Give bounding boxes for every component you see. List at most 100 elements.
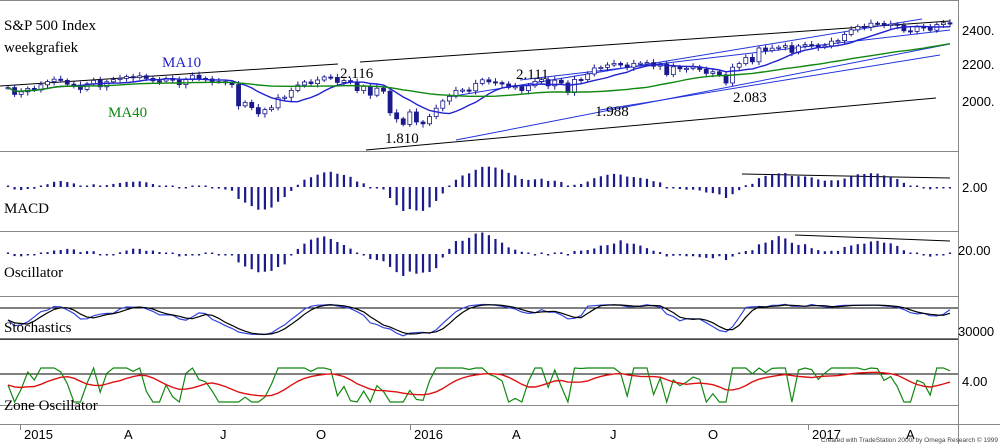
annotation-2116: 2.116 xyxy=(340,66,374,82)
candle-body xyxy=(381,87,386,92)
candle-body xyxy=(605,64,610,68)
candle-body xyxy=(302,81,307,86)
candle-body xyxy=(446,96,452,102)
candle-body xyxy=(756,47,762,63)
candle-body xyxy=(881,22,887,26)
macd-panel xyxy=(6,166,952,211)
stochastics-tick-label: 30000 xyxy=(958,324,994,339)
macd-tick-label: 2.00 xyxy=(962,180,987,195)
candle-body xyxy=(519,86,525,91)
annotation-1810: 1.810 xyxy=(385,131,419,147)
candle-body xyxy=(499,82,505,85)
candle-body xyxy=(637,62,643,65)
candle-body xyxy=(242,102,248,107)
candle-body xyxy=(829,40,834,47)
zone-fast-line xyxy=(7,366,951,405)
candle-body xyxy=(848,29,854,35)
long-upper-trendline xyxy=(0,63,339,87)
candle-body xyxy=(493,81,498,84)
channel-mid-lower xyxy=(599,54,941,111)
candle-body xyxy=(664,63,670,75)
y-tick-label: 2400. xyxy=(962,23,995,38)
candle-body xyxy=(110,79,116,83)
x-tick-marks xyxy=(20,424,809,430)
ma10-label: MA10 xyxy=(162,55,201,71)
candle-body xyxy=(558,79,564,84)
candle-body xyxy=(183,79,189,86)
candle-body xyxy=(157,80,162,83)
candle-body xyxy=(420,121,426,125)
candle-body xyxy=(855,25,861,31)
oscillator-panel xyxy=(6,232,952,276)
candle-body xyxy=(526,85,531,92)
candle-body xyxy=(947,22,953,25)
candle-body xyxy=(802,44,808,47)
candle-body xyxy=(552,79,558,87)
candle-body xyxy=(124,76,129,79)
candle-body xyxy=(835,40,841,43)
candle-body xyxy=(104,81,110,88)
candle-body xyxy=(143,75,149,79)
candle-body xyxy=(460,89,465,92)
candle-body xyxy=(321,76,327,81)
candle-body xyxy=(51,78,57,82)
candle-body xyxy=(295,84,301,91)
lower-support-trendline xyxy=(365,97,937,151)
x-tick-label: J xyxy=(220,427,227,442)
candle-body xyxy=(670,66,676,76)
candle-body xyxy=(288,90,294,98)
oscillator-divergence-line xyxy=(794,234,951,242)
y-tick-label: 2000. xyxy=(962,94,995,109)
stochastics-panel xyxy=(7,303,951,337)
macd-divergence-line xyxy=(741,173,951,179)
candle-body xyxy=(717,71,722,76)
candle-body xyxy=(473,83,479,92)
stochastics-k-line xyxy=(7,303,951,337)
candle-body xyxy=(137,75,143,79)
chart-subtitle: weekgrafiek xyxy=(4,40,79,56)
ma10-line xyxy=(7,25,951,115)
x-tick-label: O xyxy=(316,427,326,442)
candle-body xyxy=(249,102,255,109)
candle-body xyxy=(427,116,432,125)
candle-body xyxy=(894,23,900,26)
candle-body xyxy=(545,79,551,87)
x-tick-label: A xyxy=(512,427,521,442)
ma40-line xyxy=(7,43,951,98)
macd-label: MACD xyxy=(4,201,49,217)
credit-text: Created with TradeStation 2000i by Omega… xyxy=(821,436,999,444)
candle-body xyxy=(58,78,64,81)
candle-body xyxy=(875,22,880,25)
candle-body xyxy=(282,96,288,99)
x-tick-label: A xyxy=(124,427,133,442)
x-tick-label: J xyxy=(610,427,617,442)
price-panel xyxy=(5,19,953,128)
candle-body xyxy=(374,87,380,96)
candle-body xyxy=(512,86,518,89)
candle-body xyxy=(624,64,630,68)
candle-body xyxy=(400,118,406,125)
zone-tick-label: 4.00 xyxy=(962,374,987,389)
candle-body xyxy=(684,68,689,71)
zone-oscillator-panel xyxy=(7,366,951,405)
candle-body xyxy=(763,47,768,51)
candle-body xyxy=(315,79,321,84)
candle-body xyxy=(644,62,650,65)
candle-body xyxy=(328,76,334,79)
candle-body xyxy=(908,30,913,33)
candle-body xyxy=(572,79,577,94)
candle-body xyxy=(677,66,683,70)
stochastics-d-line xyxy=(7,304,951,336)
candle-body xyxy=(262,109,268,115)
candle-body xyxy=(941,22,946,25)
candle-body xyxy=(598,67,604,70)
candle-body xyxy=(361,86,367,92)
candle-body xyxy=(308,81,314,85)
candle-body xyxy=(367,86,373,96)
chart-title: S&P 500 Index xyxy=(4,18,96,34)
channel-upper xyxy=(447,18,923,98)
candle-body xyxy=(479,79,485,84)
x-tick-label: 2017 xyxy=(812,427,841,442)
candle-body xyxy=(842,34,848,42)
